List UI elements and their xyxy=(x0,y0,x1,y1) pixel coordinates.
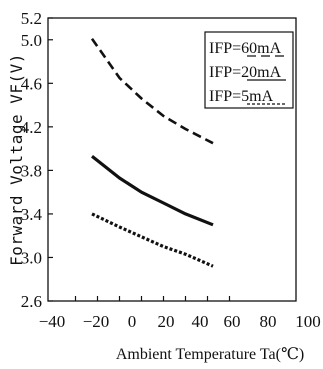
legend-entry-3: IFP=5mA xyxy=(209,88,274,105)
y-axis: 2.6 3.0 3.4 3.8 4.2 4.6 5.0 5.2 xyxy=(21,9,53,311)
y-axis-label: Forward Voltage VF(V) xyxy=(7,53,26,266)
x-axis: −40 −20 0 20 40 60 80 100 xyxy=(39,296,321,331)
x-tick-label: 60 xyxy=(224,312,241,331)
x-tick-label: 80 xyxy=(260,312,277,331)
x-tick-label: 40 xyxy=(192,312,209,331)
legend-entry-2: IFP=20mA xyxy=(209,64,282,81)
x-tick-label: 20 xyxy=(158,312,175,331)
y-tick-label: 4.2 xyxy=(21,118,42,137)
y-tick-label: 4.6 xyxy=(21,74,42,93)
series-line-1 xyxy=(90,37,214,145)
x-tick-label: 100 xyxy=(295,312,321,331)
y-tick-label: 3.0 xyxy=(21,248,42,267)
legend: IFP=60mA IFP=20mA IFP=5mA xyxy=(204,31,294,109)
series-line-3 xyxy=(91,212,214,268)
x-tick-label: −40 xyxy=(39,312,66,331)
legend-box xyxy=(204,31,294,109)
y-tick-label: 5.0 xyxy=(21,31,42,50)
x-tick-label: −20 xyxy=(83,312,110,331)
y-tick-label: 3.8 xyxy=(21,161,42,180)
y-tick-label: 3.4 xyxy=(21,205,43,224)
x-axis-label: Ambient Temperature Ta(℃) xyxy=(116,346,304,363)
series-line-2 xyxy=(91,154,214,227)
series-layer xyxy=(90,37,214,268)
x-tick-label: 0 xyxy=(128,312,137,331)
y-tick-label: 2.6 xyxy=(21,292,42,311)
y-tick-label: 5.2 xyxy=(21,9,42,28)
legend-entry-1: IFP=60mA xyxy=(209,40,282,57)
plot-border xyxy=(47,17,297,302)
